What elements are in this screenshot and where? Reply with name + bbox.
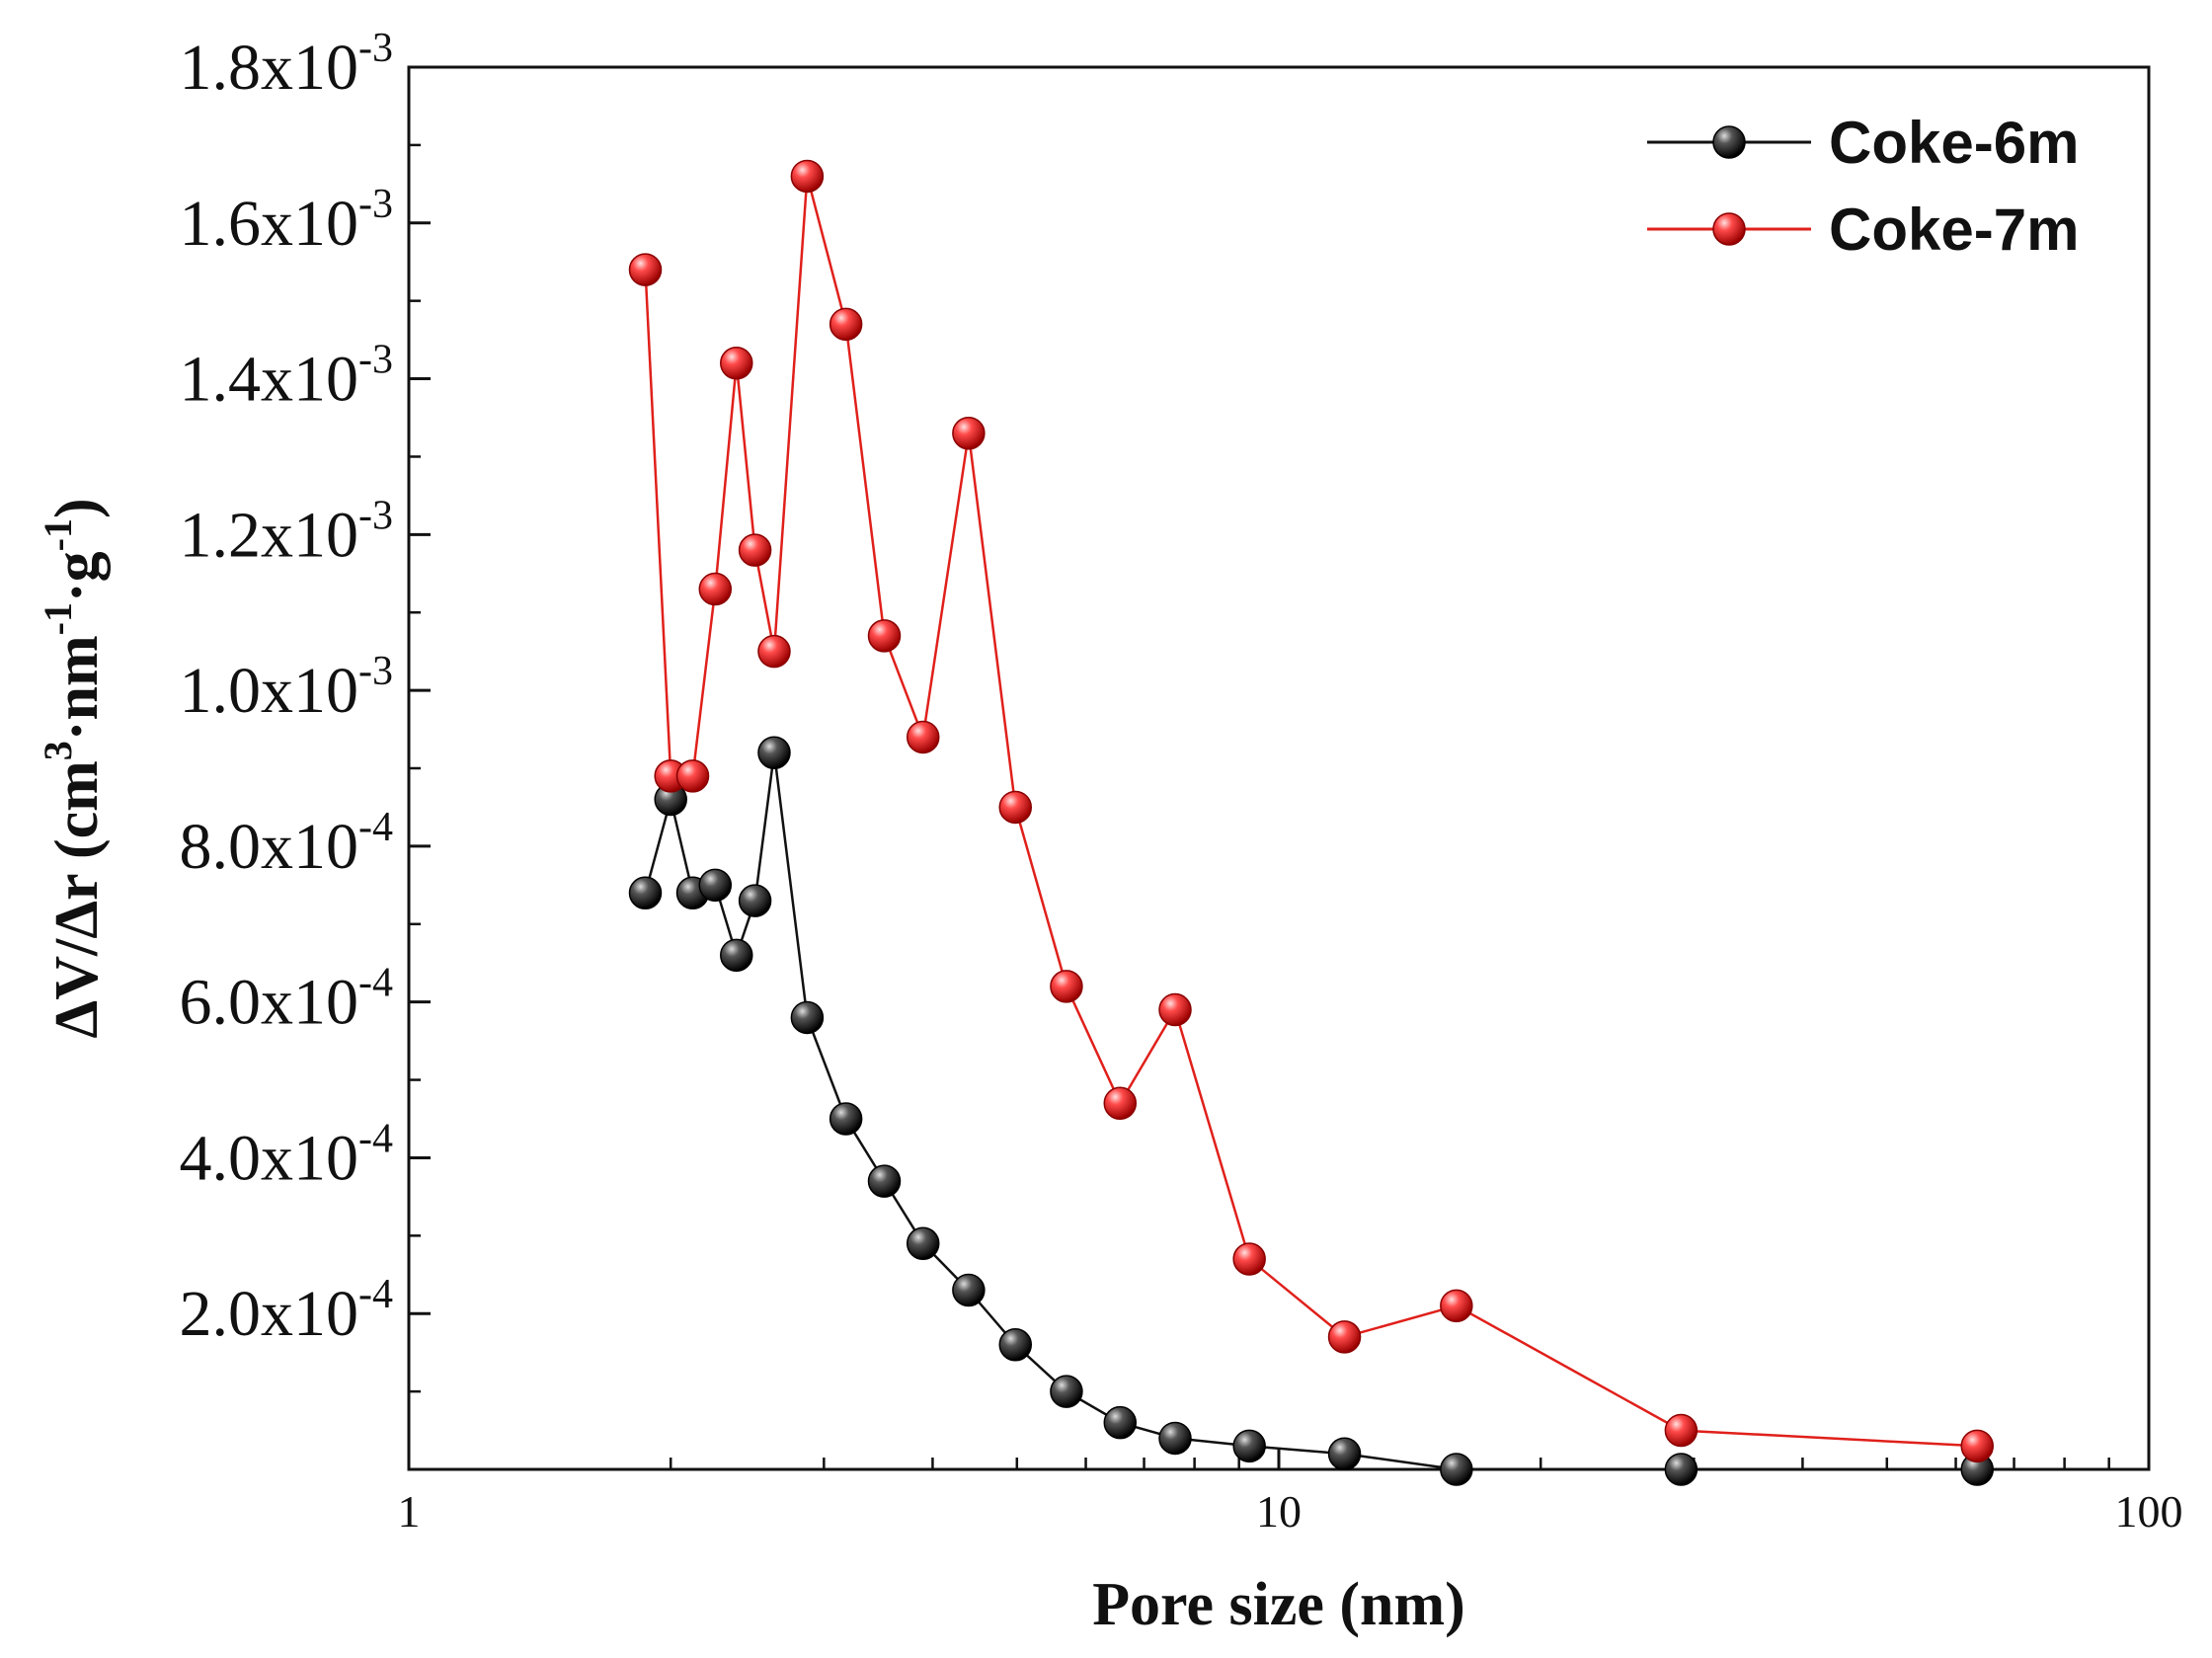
data-point [790,1000,825,1035]
series-layer [628,159,1994,1486]
data-point [790,159,825,194]
data-point [867,619,902,653]
data-point [738,533,772,567]
data-point [1664,1413,1698,1448]
data-point [628,876,663,909]
data-point [998,790,1033,825]
data-point [952,1273,986,1307]
x-axis: 1 10 100 [398,1448,2183,1537]
data-point [1232,1242,1266,1276]
data-point [1960,1429,1994,1463]
data-point [1158,1421,1192,1456]
y-tick-label: 8.0x10-4 [180,805,394,883]
data-point [906,720,940,754]
data-point [757,634,791,669]
legend: Coke-6m Coke-7m [1647,110,2079,263]
x-tick-label: 10 [1256,1486,1302,1537]
data-point [829,1102,863,1136]
series-coke-7m [628,159,1994,1463]
data-point [698,868,733,903]
data-point [906,1226,940,1260]
data-point [738,884,772,917]
data-point [757,736,791,769]
data-point [1232,1429,1266,1463]
legend-label-coke-6m: Coke-6m [1829,110,2079,176]
data-point [1327,1437,1362,1470]
data-point [829,307,863,342]
data-point [698,572,733,606]
series-coke-6m [628,736,1994,1486]
legend-marker-coke-6m [1712,125,1746,159]
legend-marker-coke-7m [1712,212,1746,246]
data-point [628,253,663,286]
series-line [644,176,1978,1448]
data-point [720,347,753,380]
legend-label-coke-7m: Coke-7m [1829,197,2079,263]
data-point [1050,1375,1083,1408]
y-axis-title: ΔV/Δr (cm3·nm-1·g-1) [36,498,111,1038]
y-tick-label: 1.8x10-3 [180,26,394,104]
data-point [1103,1086,1138,1120]
x-tick-label: 100 [2115,1486,2183,1537]
data-point [1050,970,1083,1003]
data-point [1158,992,1192,1027]
y-axis: 2.0x10-4 4.0x10-4 6.0x10-4 8.0x10-4 1.0x10-3… [180,26,431,1393]
y-tick-label: 6.0x10-4 [180,961,394,1039]
data-point [952,417,986,450]
y-tick-label: 1.6x10-3 [180,182,394,260]
data-point [1664,1453,1698,1486]
data-point [1103,1405,1138,1440]
x-tick-label: 1 [398,1486,421,1537]
legend-item-coke-6m: Coke-6m [1647,110,2079,176]
y-tick-label: 1.4x10-3 [180,338,394,416]
data-point [1440,1453,1473,1486]
data-point [675,759,710,793]
data-point [1440,1289,1473,1323]
y-tick-label: 4.0x10-4 [180,1116,394,1194]
data-point [720,938,753,973]
data-point [998,1328,1033,1362]
x-axis-title: Pore size (nm) [1092,1571,1465,1638]
data-point [1327,1320,1362,1354]
data-point [867,1164,902,1198]
y-tick-label: 2.0x10-4 [180,1272,394,1350]
legend-item-coke-7m: Coke-7m [1647,197,2079,263]
y-tick-label: 1.2x10-3 [180,493,394,571]
y-tick-label: 1.0x10-3 [180,649,394,727]
